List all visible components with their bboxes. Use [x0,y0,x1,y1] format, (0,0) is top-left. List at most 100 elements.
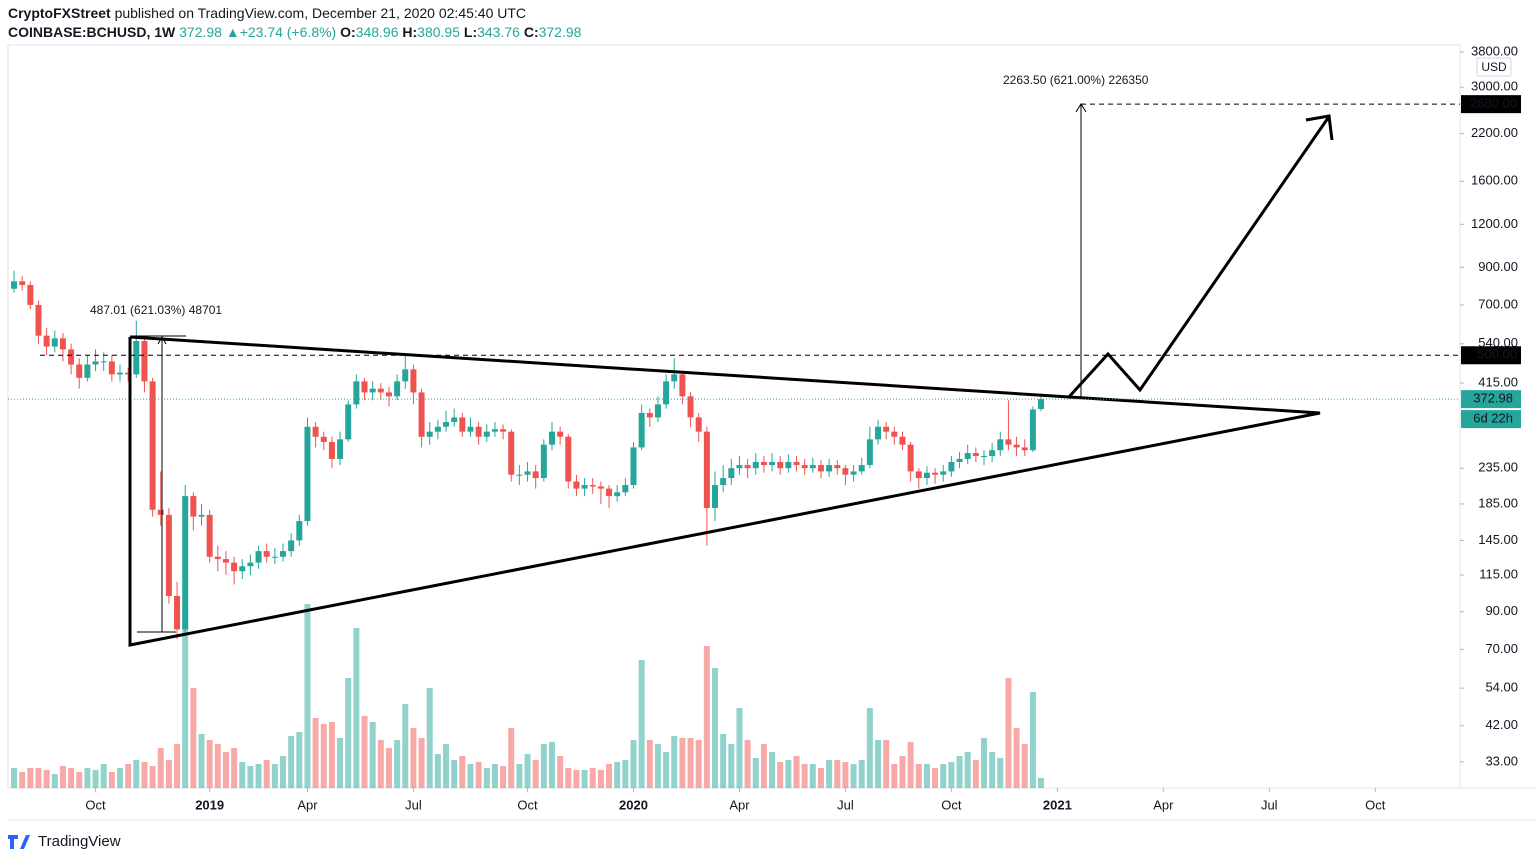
candle-body [654,404,661,418]
volume-bar [385,748,392,788]
volume-bar [508,728,515,788]
candle-body [108,361,115,375]
volume-bar [174,744,181,788]
candle-body [451,417,458,423]
volume-bar [141,762,148,788]
volume-bar [703,646,710,788]
candle-body [915,471,922,479]
ohlc-label: H: [402,24,417,40]
candle-body [866,439,873,466]
volume-bar [369,722,376,788]
candle-body [638,412,645,448]
volume-bar [27,768,34,788]
candle-body [475,426,482,437]
volume-bar [68,768,75,788]
volume-bar [394,740,401,788]
candle-body [385,392,392,397]
volume-bar [638,660,645,788]
volume-bar [989,752,996,788]
candle-body [752,461,759,469]
candle-body [964,453,971,459]
volume-bar [964,752,971,788]
volume-bar [475,762,482,788]
price-label: 500.00 [1477,347,1517,362]
volume-bar [720,734,727,788]
candle-body [263,551,270,557]
volume-bar [858,760,865,788]
volume-bar [532,760,539,788]
candle-body [817,465,824,472]
pane-border [7,44,1461,789]
candle-body [84,364,91,378]
y-tick-label: 70.00 [1485,641,1518,656]
candle-body [989,450,996,456]
volume-bar [59,766,66,788]
candle-body [125,372,132,375]
candle-body [483,431,490,437]
candle-body [646,412,653,418]
candle-body [443,422,450,427]
last-price-label: 372.98 [1473,391,1513,406]
brand: TradingView [38,833,121,850]
y-tick-label: 415.00 [1478,375,1518,390]
volume-bar [1029,692,1036,788]
candle-body [875,426,882,440]
candle-body [214,556,221,560]
candle-body [190,496,197,517]
candle-body [1021,447,1028,451]
price-label-box [1461,95,1521,114]
volume-bar [426,688,433,788]
volume-bar [239,762,246,788]
candle-body [980,455,987,457]
volume-bar [459,756,466,788]
candle-body [198,514,205,517]
y-tick-label: 1200.00 [1471,216,1518,231]
volume-bar [777,762,784,788]
y-tick-label: 33.00 [1485,753,1518,768]
volume-bar [263,760,270,788]
candle-body [606,488,613,497]
candle-body [801,465,808,469]
candle-body [35,304,42,336]
volume-bar [345,678,352,788]
candle-body [907,444,914,472]
last-price: 372.98 [179,24,222,40]
candle-body [328,441,335,459]
volume-bar [850,764,857,788]
low-value: 343.76 [477,24,520,40]
x-tick-label: Jul [1261,797,1278,812]
candle-body [850,471,857,475]
volume-bar [377,740,384,788]
candle-body [760,461,767,466]
volume-bar [573,770,580,788]
volume-bar [108,772,115,788]
symbol-line: COINBASE:BCHUSD, 1W 372.98 ▲+23.74 (+6.8… [8,24,582,40]
volume-bar [956,756,963,788]
candle-body [410,369,417,393]
candle-body [19,281,26,285]
volume-bar [165,760,172,788]
volume-bar [320,724,327,788]
volume-bar [589,768,596,788]
symbol: COINBASE:BCHUSD, 1W [8,24,176,40]
candle-body [116,372,123,375]
y-tick-label: 1600.00 [1471,173,1518,188]
volume-bar [883,740,890,788]
volume-bar [418,738,425,788]
y-tick-label: 235.00 [1478,460,1518,475]
volume-bar [557,756,564,788]
high-value: 380.95 [417,24,460,40]
volume-bar [785,760,792,788]
candle-body [434,426,441,432]
volume-bar [581,770,588,788]
volume-bar [19,772,26,788]
candle-body [402,369,409,382]
volume-bar [255,764,262,788]
candle-body [304,426,311,522]
volume-bar [834,760,841,788]
candle-body [809,465,816,469]
volume-bar [940,764,947,788]
candle-body [280,551,287,557]
candle-body [27,284,34,305]
